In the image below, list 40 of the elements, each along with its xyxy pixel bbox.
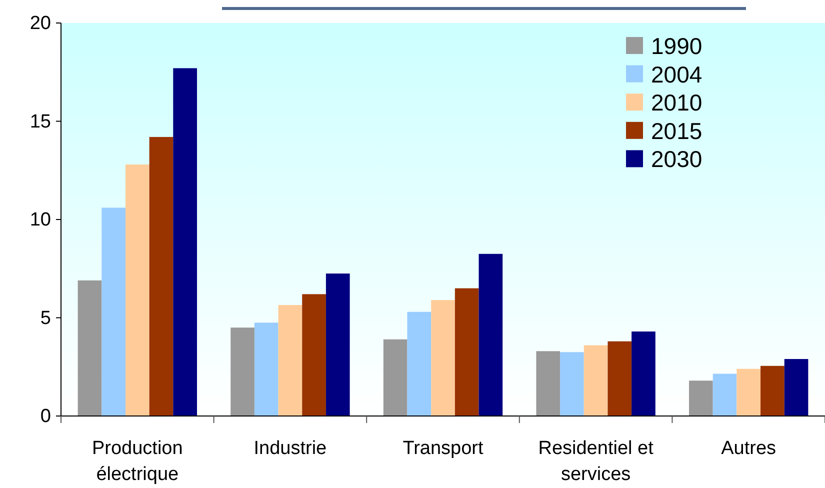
x-tick-label: Industrie bbox=[254, 438, 327, 459]
bar bbox=[149, 136, 174, 416]
y-tick-label: 15 bbox=[30, 111, 51, 132]
bar bbox=[254, 322, 278, 416]
y-tick-label: 0 bbox=[40, 406, 51, 428]
bar bbox=[454, 288, 479, 416]
bar bbox=[102, 208, 126, 416]
bar bbox=[302, 294, 326, 416]
bar bbox=[326, 274, 350, 416]
bar bbox=[689, 380, 713, 416]
legend-label: 2030 bbox=[651, 146, 702, 172]
legend-label: 2010 bbox=[651, 90, 702, 116]
bar bbox=[173, 68, 197, 416]
bar bbox=[407, 312, 432, 416]
bar bbox=[632, 332, 656, 416]
x-tick-label: Transport bbox=[402, 438, 484, 459]
bar bbox=[536, 351, 560, 416]
bar bbox=[712, 374, 737, 416]
legend-label: 1990 bbox=[651, 33, 702, 59]
y-tick-label: 20 bbox=[30, 13, 51, 34]
bar bbox=[608, 341, 632, 416]
y-tick-label: 10 bbox=[30, 210, 51, 231]
y-tick-label: 5 bbox=[40, 308, 51, 329]
legend-label: 2015 bbox=[651, 118, 702, 144]
bar bbox=[78, 280, 102, 416]
bar bbox=[478, 254, 503, 416]
bar bbox=[278, 304, 302, 416]
x-tick-label: Residentiel et services bbox=[538, 438, 654, 485]
bar bbox=[383, 339, 408, 416]
bar bbox=[230, 328, 254, 416]
bar bbox=[431, 300, 455, 416]
bar bbox=[560, 352, 584, 416]
bar bbox=[125, 164, 150, 416]
legend-label: 2004 bbox=[651, 61, 702, 88]
bar bbox=[736, 368, 761, 416]
bar bbox=[584, 345, 608, 416]
x-tick-label: Autres bbox=[721, 438, 776, 459]
x-tick-label: Production électrique bbox=[92, 438, 183, 485]
bar bbox=[784, 359, 808, 416]
bar bbox=[760, 366, 784, 416]
